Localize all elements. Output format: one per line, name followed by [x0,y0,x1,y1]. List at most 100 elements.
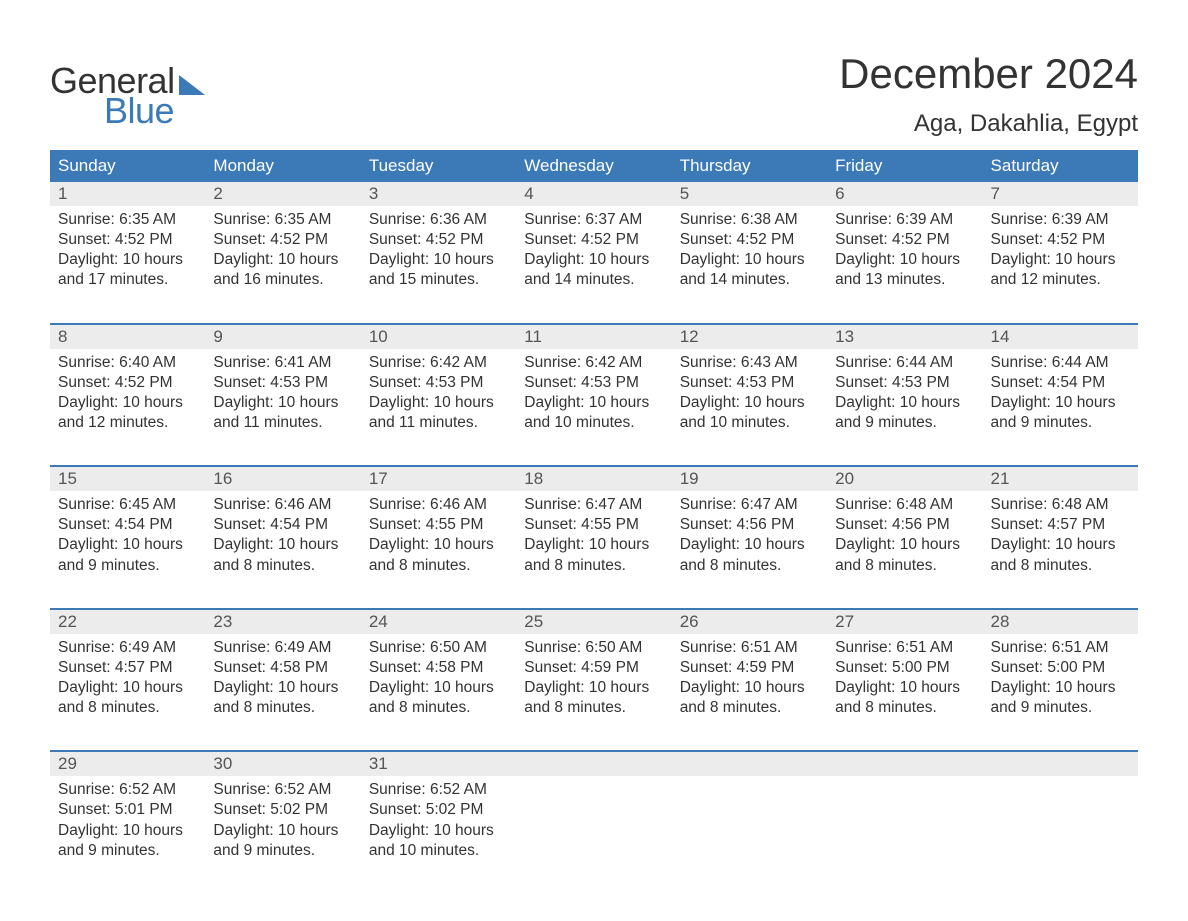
day-header: Tuesday [361,150,516,182]
day-cell: Sunrise: 6:47 AMSunset: 4:55 PMDaylight:… [516,491,671,596]
sunset-text: Sunset: 4:57 PM [991,515,1130,535]
daylight-text: and 10 minutes. [680,413,819,433]
day-cell: Sunrise: 6:36 AMSunset: 4:52 PMDaylight:… [361,206,516,311]
sunrise-text: Sunrise: 6:52 AM [369,780,508,800]
daylight-text: Daylight: 10 hours [58,393,197,413]
sunrise-text: Sunrise: 6:52 AM [213,780,352,800]
day-number: 5 [672,182,827,206]
daylight-text: and 9 minutes. [991,698,1130,718]
daylight-text: Daylight: 10 hours [58,535,197,555]
day-cell: Sunrise: 6:51 AMSunset: 5:00 PMDaylight:… [983,634,1138,739]
daylight-text: and 15 minutes. [369,270,508,290]
daylight-text: and 17 minutes. [58,270,197,290]
day-number-row: 891011121314 [50,325,1138,349]
daylight-text: Daylight: 10 hours [680,678,819,698]
day-body-row: Sunrise: 6:35 AM Sunset: 4:52 PM Daylight:… [50,206,1138,311]
sunset-text: Sunset: 4:58 PM [213,658,352,678]
sunset-text: Sunset: 4:59 PM [680,658,819,678]
sunset-text: Sunset: 5:01 PM [58,800,197,820]
sunrise-text: Sunrise: 6:52 AM [58,780,197,800]
sunrise-text: Sunrise: 6:50 AM [524,638,663,658]
day-number: 11 [516,325,671,349]
sunrise-text: Sunrise: 6:41 AM [213,353,352,373]
day-cell: Sunrise: 6:42 AMSunset: 4:53 PMDaylight:… [516,349,671,454]
sunrise-text: Sunrise: 6:51 AM [680,638,819,658]
daylight-text: Daylight: 10 hours [58,678,197,698]
sunset-text: Sunset: 4:54 PM [991,373,1130,393]
day-number: 31 [361,752,516,776]
day-number-row: 22232425262728 [50,610,1138,634]
month-title: December 2024 [839,50,1138,98]
daylight-text: Daylight: 10 hours [524,250,663,270]
week-block: 293031 Sunrise: 6:52 AMSunset: 5:01 PMDa… [50,750,1138,881]
day-header: Sunday [50,150,205,182]
daylight-text: Daylight: 10 hours [835,250,974,270]
sunrise-text: Sunrise: 6:45 AM [58,495,197,515]
daylight-text: Daylight: 10 hours [680,535,819,555]
sunrise-text: Sunrise: 6:47 AM [524,495,663,515]
day-number: 20 [827,467,982,491]
sunset-text: Sunset: 4:56 PM [835,515,974,535]
sunset-text: Sunset: 4:58 PM [369,658,508,678]
sunset-text: Sunset: 4:53 PM [680,373,819,393]
week-block: 891011121314Sunrise: 6:40 AMSunset: 4:52… [50,323,1138,454]
sunrise-text: Sunrise: 6:44 AM [835,353,974,373]
sunrise-text: Sunrise: 6:51 AM [835,638,974,658]
daylight-text: Daylight: 10 hours [213,250,352,270]
day-number: 8 [50,325,205,349]
day-cell: Sunrise: 6:50 AMSunset: 4:59 PMDaylight:… [516,634,671,739]
day-number: 2 [205,182,360,206]
daylight-text: Daylight: 10 hours [835,678,974,698]
day-cell: Sunrise: 6:49 AMSunset: 4:57 PMDaylight:… [50,634,205,739]
daylight-text: and 8 minutes. [991,556,1130,576]
sunset-text: Sunset: 4:55 PM [369,515,508,535]
daylight-text: and 8 minutes. [369,698,508,718]
week-block: 15161718192021Sunrise: 6:45 AMSunset: 4:… [50,465,1138,596]
sunrise-text: Sunrise: 6:39 AM [835,210,974,230]
day-number: 18 [516,467,671,491]
sunset-text: Sunset: 5:00 PM [835,658,974,678]
sunset-text: Sunset: 4:52 PM [680,230,819,250]
sunset-text: Sunset: 4:52 PM [58,373,197,393]
day-cell: Sunrise: 6:52 AMSunset: 5:02 PMDaylight:… [205,776,360,881]
daylight-text: Daylight: 10 hours [991,393,1130,413]
logo-word2: Blue [104,90,205,132]
daylight-text: Daylight: 10 hours [369,393,508,413]
day-header: Thursday [672,150,827,182]
sunrise-text: Sunrise: 6:36 AM [369,210,508,230]
daylight-text: Daylight: 10 hours [369,678,508,698]
day-header: Wednesday [516,150,671,182]
sunset-text: Sunset: 4:54 PM [58,515,197,535]
day-number [827,752,982,776]
daylight-text: and 16 minutes. [213,270,352,290]
daylight-text: and 9 minutes. [835,413,974,433]
sunset-text: Sunset: 4:59 PM [524,658,663,678]
sunrise-text: Sunrise: 6:38 AM [680,210,819,230]
day-header: Monday [205,150,360,182]
day-number: 21 [983,467,1138,491]
day-cell: Sunrise: 6:46 AMSunset: 4:55 PMDaylight:… [361,491,516,596]
day-number: 26 [672,610,827,634]
location: Aga, Dakahlia, Egypt [839,110,1138,138]
title-block: December 2024 Aga, Dakahlia, Egypt [839,50,1138,138]
daylight-text: and 8 minutes. [835,556,974,576]
day-number: 17 [361,467,516,491]
day-number: 3 [361,182,516,206]
daylight-text: and 14 minutes. [680,270,819,290]
day-cell: Sunrise: 6:40 AMSunset: 4:52 PMDaylight:… [50,349,205,454]
daylight-text: and 14 minutes. [524,270,663,290]
day-cell: Sunrise: 6:37 AMSunset: 4:52 PMDaylight:… [516,206,671,311]
day-number [672,752,827,776]
daylight-text: Daylight: 10 hours [213,678,352,698]
day-number: 22 [50,610,205,634]
day-header: Friday [827,150,982,182]
day-cell [516,776,671,881]
logo-triangle-icon [179,75,205,95]
day-number: 28 [983,610,1138,634]
day-number: 12 [672,325,827,349]
logo: General Blue [50,60,205,132]
daylight-text: and 9 minutes. [58,841,197,861]
sunrise-text: Sunrise: 6:35 AM [213,210,352,230]
day-cell: Sunrise: 6:49 AMSunset: 4:58 PMDaylight:… [205,634,360,739]
daylight-text: and 8 minutes. [213,556,352,576]
